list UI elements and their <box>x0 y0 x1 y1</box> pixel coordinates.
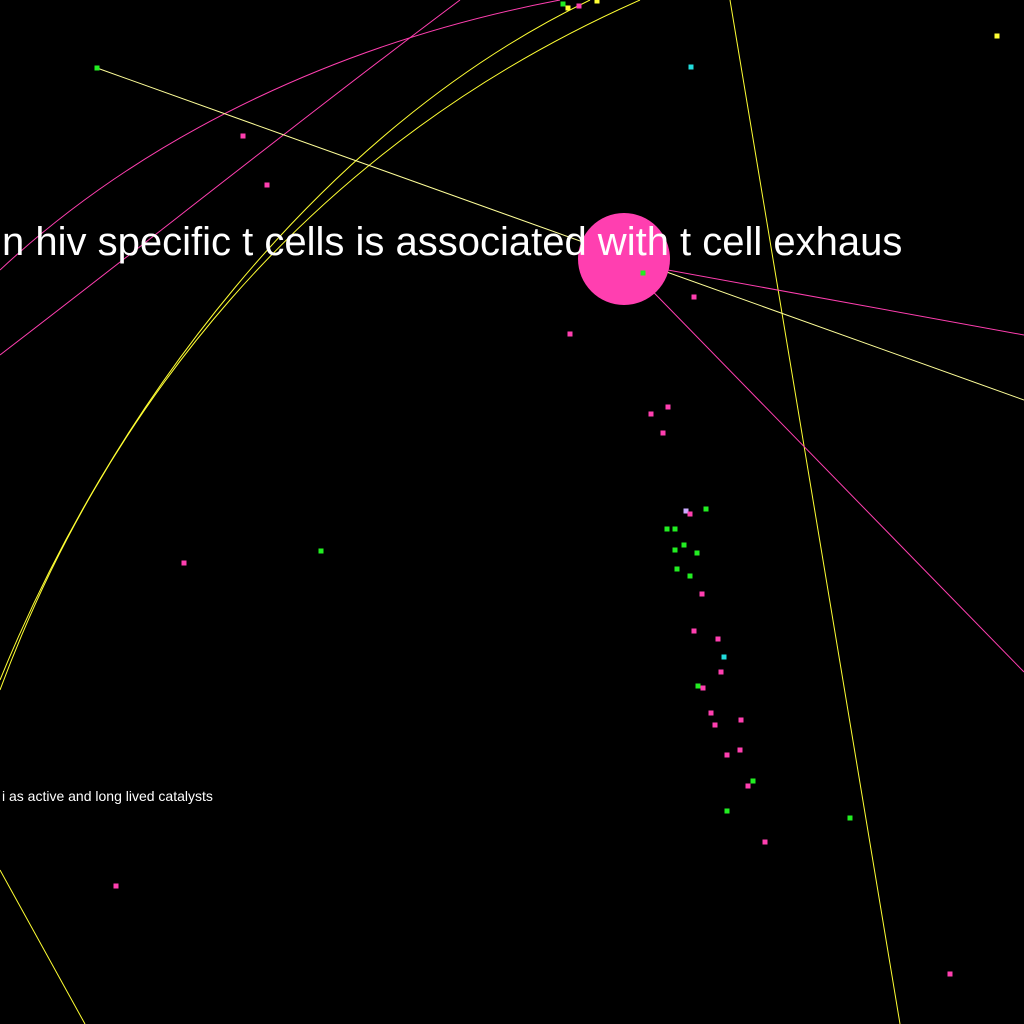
graph-node[interactable] <box>672 526 678 532</box>
graph-node[interactable] <box>665 404 671 410</box>
graph-node[interactable] <box>847 815 853 821</box>
graph-node[interactable] <box>594 0 600 4</box>
graph-node[interactable] <box>703 506 709 512</box>
graph-node[interactable] <box>664 526 670 532</box>
focus-node[interactable] <box>578 213 670 305</box>
graph-node[interactable] <box>715 636 721 642</box>
graph-node[interactable] <box>947 971 953 977</box>
graph-node[interactable] <box>721 654 727 660</box>
graph-node[interactable] <box>724 808 730 814</box>
graph-edge <box>623 261 1024 336</box>
graph-node[interactable] <box>762 839 768 845</box>
graph-node[interactable] <box>691 628 697 634</box>
graph-edge <box>0 0 561 271</box>
graph-node[interactable] <box>567 331 573 337</box>
graph-node[interactable] <box>565 5 571 11</box>
graph-node[interactable] <box>264 182 270 188</box>
graph-node[interactable] <box>712 722 718 728</box>
graph-node[interactable] <box>576 3 582 9</box>
graph-node[interactable] <box>699 591 705 597</box>
graph-node[interactable] <box>318 548 324 554</box>
graph-node[interactable] <box>683 508 689 514</box>
secondary-node-label: i as active and long lived catalysts <box>2 788 213 804</box>
graph-node[interactable] <box>687 573 693 579</box>
graph-edge <box>96 67 1024 401</box>
graph-node[interactable] <box>700 685 706 691</box>
graph-node[interactable] <box>687 511 693 517</box>
graph-node[interactable] <box>94 65 100 71</box>
focus-node-label: n hiv specific t cells is associated wit… <box>2 220 902 264</box>
graph-node[interactable] <box>994 33 1000 39</box>
graph-edge <box>0 0 641 691</box>
graph-edge <box>729 0 901 1024</box>
graph-nodes <box>94 0 1000 977</box>
graph-edge <box>0 0 461 356</box>
graph-node[interactable] <box>660 430 666 436</box>
graph-node[interactable] <box>738 717 744 723</box>
graph-node[interactable] <box>694 550 700 556</box>
graph-node[interactable] <box>718 669 724 675</box>
graph-node[interactable] <box>737 747 743 753</box>
graph-edge <box>623 261 1024 673</box>
graph-node[interactable] <box>691 294 697 300</box>
graph-node[interactable] <box>708 710 714 716</box>
graph-node[interactable] <box>681 542 687 548</box>
graph-edge <box>0 0 591 681</box>
graph-node[interactable] <box>674 566 680 572</box>
graph-node[interactable] <box>750 778 756 784</box>
graph-node[interactable] <box>240 133 246 139</box>
graph-node[interactable] <box>745 783 751 789</box>
graph-node[interactable] <box>672 547 678 553</box>
graph-node[interactable] <box>724 752 730 758</box>
graph-node[interactable] <box>688 64 694 70</box>
graph-node[interactable] <box>113 883 119 889</box>
graph-node[interactable] <box>695 683 701 689</box>
graph-node[interactable] <box>181 560 187 566</box>
graph-node[interactable] <box>640 270 646 276</box>
graph-node[interactable] <box>560 1 566 7</box>
graph-edge <box>0 869 86 1024</box>
graph-node[interactable] <box>648 411 654 417</box>
